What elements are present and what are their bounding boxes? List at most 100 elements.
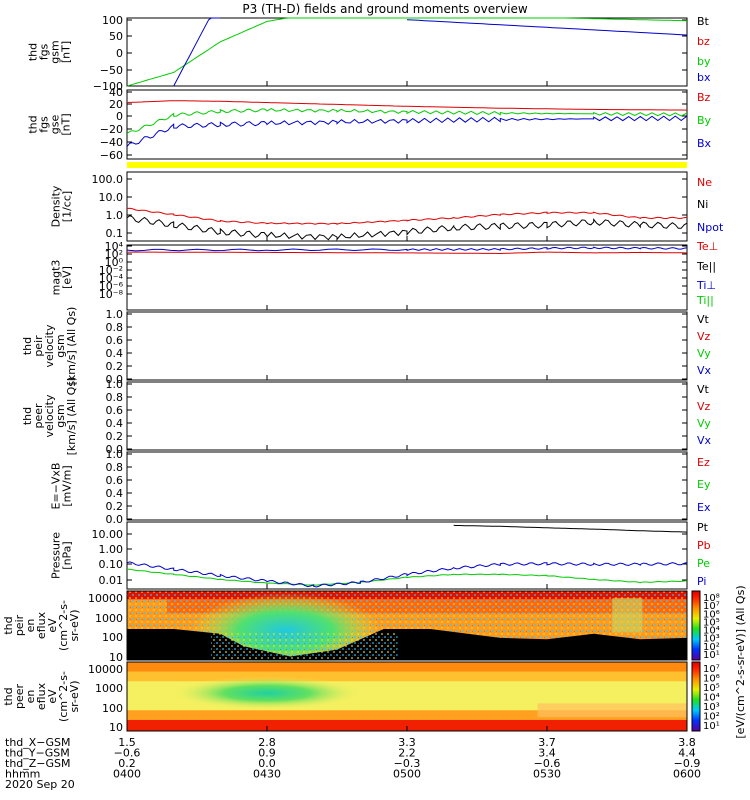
colorbar-tick: 10⁶ [703,674,720,685]
y-tick-label: 1000 [95,682,123,695]
y-axis-label: thdpeervelocitygsm[km/s] (All Qs) [21,377,78,456]
legend-vx: Vx [697,434,712,447]
spec-patch [612,597,643,633]
legend-ne: Ne [697,176,712,189]
x-axis-value: 3.8 [678,736,696,749]
x-axis-value: −0.6 [534,757,561,770]
colorbar-tick: 10⁷ [703,601,720,612]
y-axis-label-line: [nPa] [61,541,74,569]
y-axis-label-line: [eV] [61,266,74,289]
legend-te||: Te|| [696,260,716,273]
y-tick-label: 0.4 [106,417,124,430]
series-by [126,17,688,87]
y-tick-label: 100 [102,702,123,715]
legend-vz: Vz [697,400,711,413]
y-axis-label: thdfgsgsm[nT] [27,40,73,63]
y-tick-label: 0.4 [106,487,124,500]
y-tick-label: 0.01 [99,574,124,587]
y-axis-label-line: thd [21,337,34,355]
y-axis-label-line: fgs [38,43,51,60]
y-axis-label-line: sr-eV) [68,680,81,712]
y-axis-label-line: gsm [49,40,62,63]
y-tick-label: 10.00 [92,528,124,541]
spec-sparse-counts [211,632,398,660]
legend-bx: bx [697,71,711,84]
panel-peer-spectrogram: 10000 1000 100 10 thdpeerenefluxeV(cm^2-s-sr… [2,661,688,734]
x-axis-value: 0600 [673,768,701,781]
y-axis-label-line: thd [21,407,34,425]
y-tick-label: 0.10 [99,558,124,571]
panel-frame [126,89,688,160]
y-axis-label-line: magt3 [50,260,63,296]
y-axis-label-line: [km/s] (All Qs) [65,307,78,386]
series-bx [406,19,688,36]
y-axis-label: Pressure[nPa] [50,532,74,579]
x-axis-value: 0.0 [258,757,276,770]
panel-efield: 1.00.80.60.40.20.0 E=−VxB[mV/m] Ez Ey Ex [50,448,711,526]
legend-pb: Pb [697,539,711,552]
legend-bz: Bz [697,91,711,104]
y-tick-label: −100 [93,80,123,93]
x-axis-value: 0530 [533,768,561,781]
colorbar-tick: 10⁸ [703,593,720,604]
y-axis-label-line: peer [13,684,26,710]
series-by [126,108,688,135]
panel-density: 100.0 10.0 1.0 0.1 Density[1/cc] Ne Ni Npot [50,171,724,242]
y-tick-label: 100 [102,631,123,644]
y-tick-label: 10 [109,721,123,734]
series-group-pressure [126,524,688,588]
x-axis-value: 1.5 [118,736,136,749]
x-axis-value: 2.8 [258,736,276,749]
series-group-fgs-gsm [126,17,688,87]
panel-frame [126,521,688,590]
y-tick-label: 0.8 [106,461,124,474]
panel-frame [126,311,688,381]
x-axis-value: −0.9 [674,757,701,770]
y-tick-label: 0.0 [106,513,124,526]
y-axis-label: thdpeirvelocitygsm[km/s] (All Qs) [21,307,78,386]
colorbar-tick: 10¹ [703,650,720,661]
x-axis-value: 3.7 [538,736,556,749]
y-tick-label: 0.2 [106,430,124,443]
panels-layer: 100500−50−100thdfgsgsm[nT]Btbzbybx40200−… [2,14,724,734]
legend-bz: bz [697,35,710,48]
y-axis-label-line: eV [46,618,59,633]
legend-bt: Bt [697,15,710,28]
legend-vt: Vt [697,313,710,326]
x-axis-value: 2.2 [398,747,416,760]
y-tick-label: −40 [100,136,123,149]
y-tick-label: 10² [105,248,123,261]
series-bx [173,17,221,87]
x-axis-row-label: thd_X−GSM [5,736,71,749]
colorbar-tick: 10¹ [703,721,720,732]
panel-frame [126,451,688,521]
series-ne [126,207,688,225]
series-ti⊥ [126,246,688,252]
legend-vy: Vy [697,417,711,430]
y-axis-label-line: gsm [54,404,67,427]
legend-vt: Vt [697,383,710,396]
y-tick-label: 10000 [88,592,123,605]
legend-ti⊥: Ti⊥ [696,279,716,292]
y-tick-label: 1000 [95,612,123,625]
legend-vy: Vy [697,347,711,360]
y-tick-label: 0.2 [106,500,124,513]
colorbar-tick: 10⁶ [703,609,720,620]
panel-peir-velocity: 1.00.80.60.40.20.0 thdpeirvelocitygsm[km/… [21,307,712,386]
x-axis-date: 2020 Sep 20 [5,778,75,791]
y-tick-label: −50 [100,64,123,77]
y-axis-label-line: (cm^2-s- [57,671,70,722]
spec-low-band [127,710,687,720]
y-tick-label: 0.1 [106,227,124,240]
y-tick-label: 50 [109,30,123,43]
y-tick-label: 10000 [88,663,123,676]
y-axis-label-line: [1/cc] [61,191,74,222]
colorbar-tick: 10² [703,642,720,653]
y-axis-label: Density[1/cc] [50,185,74,227]
legend-pe: Pe [697,557,710,570]
legend-bx: Bx [697,137,712,150]
y-tick-label: 40 [109,86,123,99]
y-tick-label: 10⁰ [105,256,124,269]
